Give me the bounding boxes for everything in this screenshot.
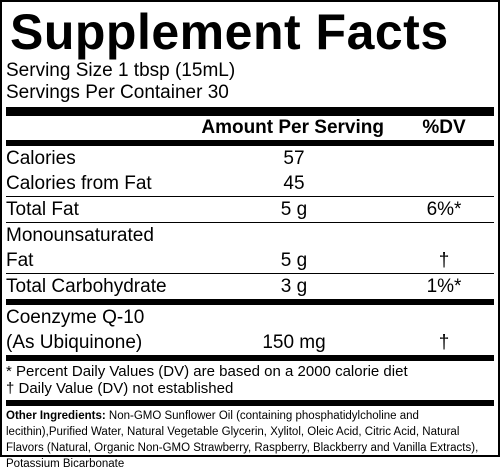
name-line: Fat (6, 250, 34, 271)
ingredients-text: Non-GMO Sunflower Oil (containing phosph… (6, 410, 479, 470)
nutrient-name: Total Fat (6, 197, 194, 222)
amount: 5 g (280, 250, 308, 271)
name-line: (As Ubiquinone) (6, 332, 143, 353)
servings-per-container: Servings Per Container 30 (6, 82, 229, 103)
title: Supplement Facts (10, 4, 449, 60)
amount: 57 (283, 148, 305, 169)
table-body: Calories 57 Calories from Fat 45 Total Fat 5 … (6, 146, 494, 355)
name-line: Calories from Fat (6, 173, 152, 194)
name-line: Coenzyme Q-10 (6, 307, 145, 328)
rule (6, 140, 494, 146)
column-header: %DV (422, 117, 466, 138)
rule (6, 107, 494, 116)
amount: 3 g (280, 276, 308, 297)
column-header: Amount Per Serving (201, 117, 384, 138)
name-line: Calories (6, 148, 76, 169)
daily-value: 6%* (426, 199, 462, 220)
name-line: Monounsaturated (6, 225, 154, 246)
nutrient-row: Total Carbohydrate 3 g 1%* (6, 273, 494, 299)
daily-value: † (438, 250, 450, 271)
nutrient-name: Monounsaturated Fat (6, 223, 194, 273)
table-header: Amount Per Serving %DV (6, 116, 494, 140)
nutrient-row: Coenzyme Q-10 (As Ubiquinone) 150 mg † (6, 299, 494, 355)
nutrient-row: Calories from Fat 45 (6, 171, 494, 196)
nutrient-name: Coenzyme Q-10 (As Ubiquinone) (6, 305, 194, 355)
name-line: Total Fat (6, 199, 79, 220)
amount: 5 g (280, 199, 308, 220)
amount: 45 (283, 173, 305, 194)
footnotes: * Percent Daily Values (DV) are based on… (6, 361, 494, 400)
nutrient-name: Calories (6, 146, 194, 171)
footnote: † Daily Value (DV) not established (6, 380, 234, 397)
rule (6, 355, 494, 361)
ingredients-label: Other Ingredients: (6, 410, 106, 422)
amount: 150 mg (262, 332, 326, 353)
rule (6, 400, 494, 406)
nutrient-name: Calories from Fat (6, 171, 194, 196)
nutrient-name: Total Carbohydrate (6, 274, 194, 299)
footnote: * Percent Daily Values (DV) are based on… (6, 363, 408, 380)
serving-size: Serving Size 1 tbsp (15mL) (6, 60, 236, 81)
daily-value: † (438, 332, 450, 353)
nutrient-row: Calories 57 (6, 146, 494, 171)
nutrient-row: Total Fat 5 g 6%* (6, 196, 494, 222)
nutrient-row: Monounsaturated Fat 5 g † (6, 222, 494, 273)
daily-value: 1%* (426, 276, 462, 297)
name-line: Total Carbohydrate (6, 276, 167, 297)
other-ingredients: Other Ingredients: Non-GMO Sunflower Oil… (6, 406, 494, 472)
